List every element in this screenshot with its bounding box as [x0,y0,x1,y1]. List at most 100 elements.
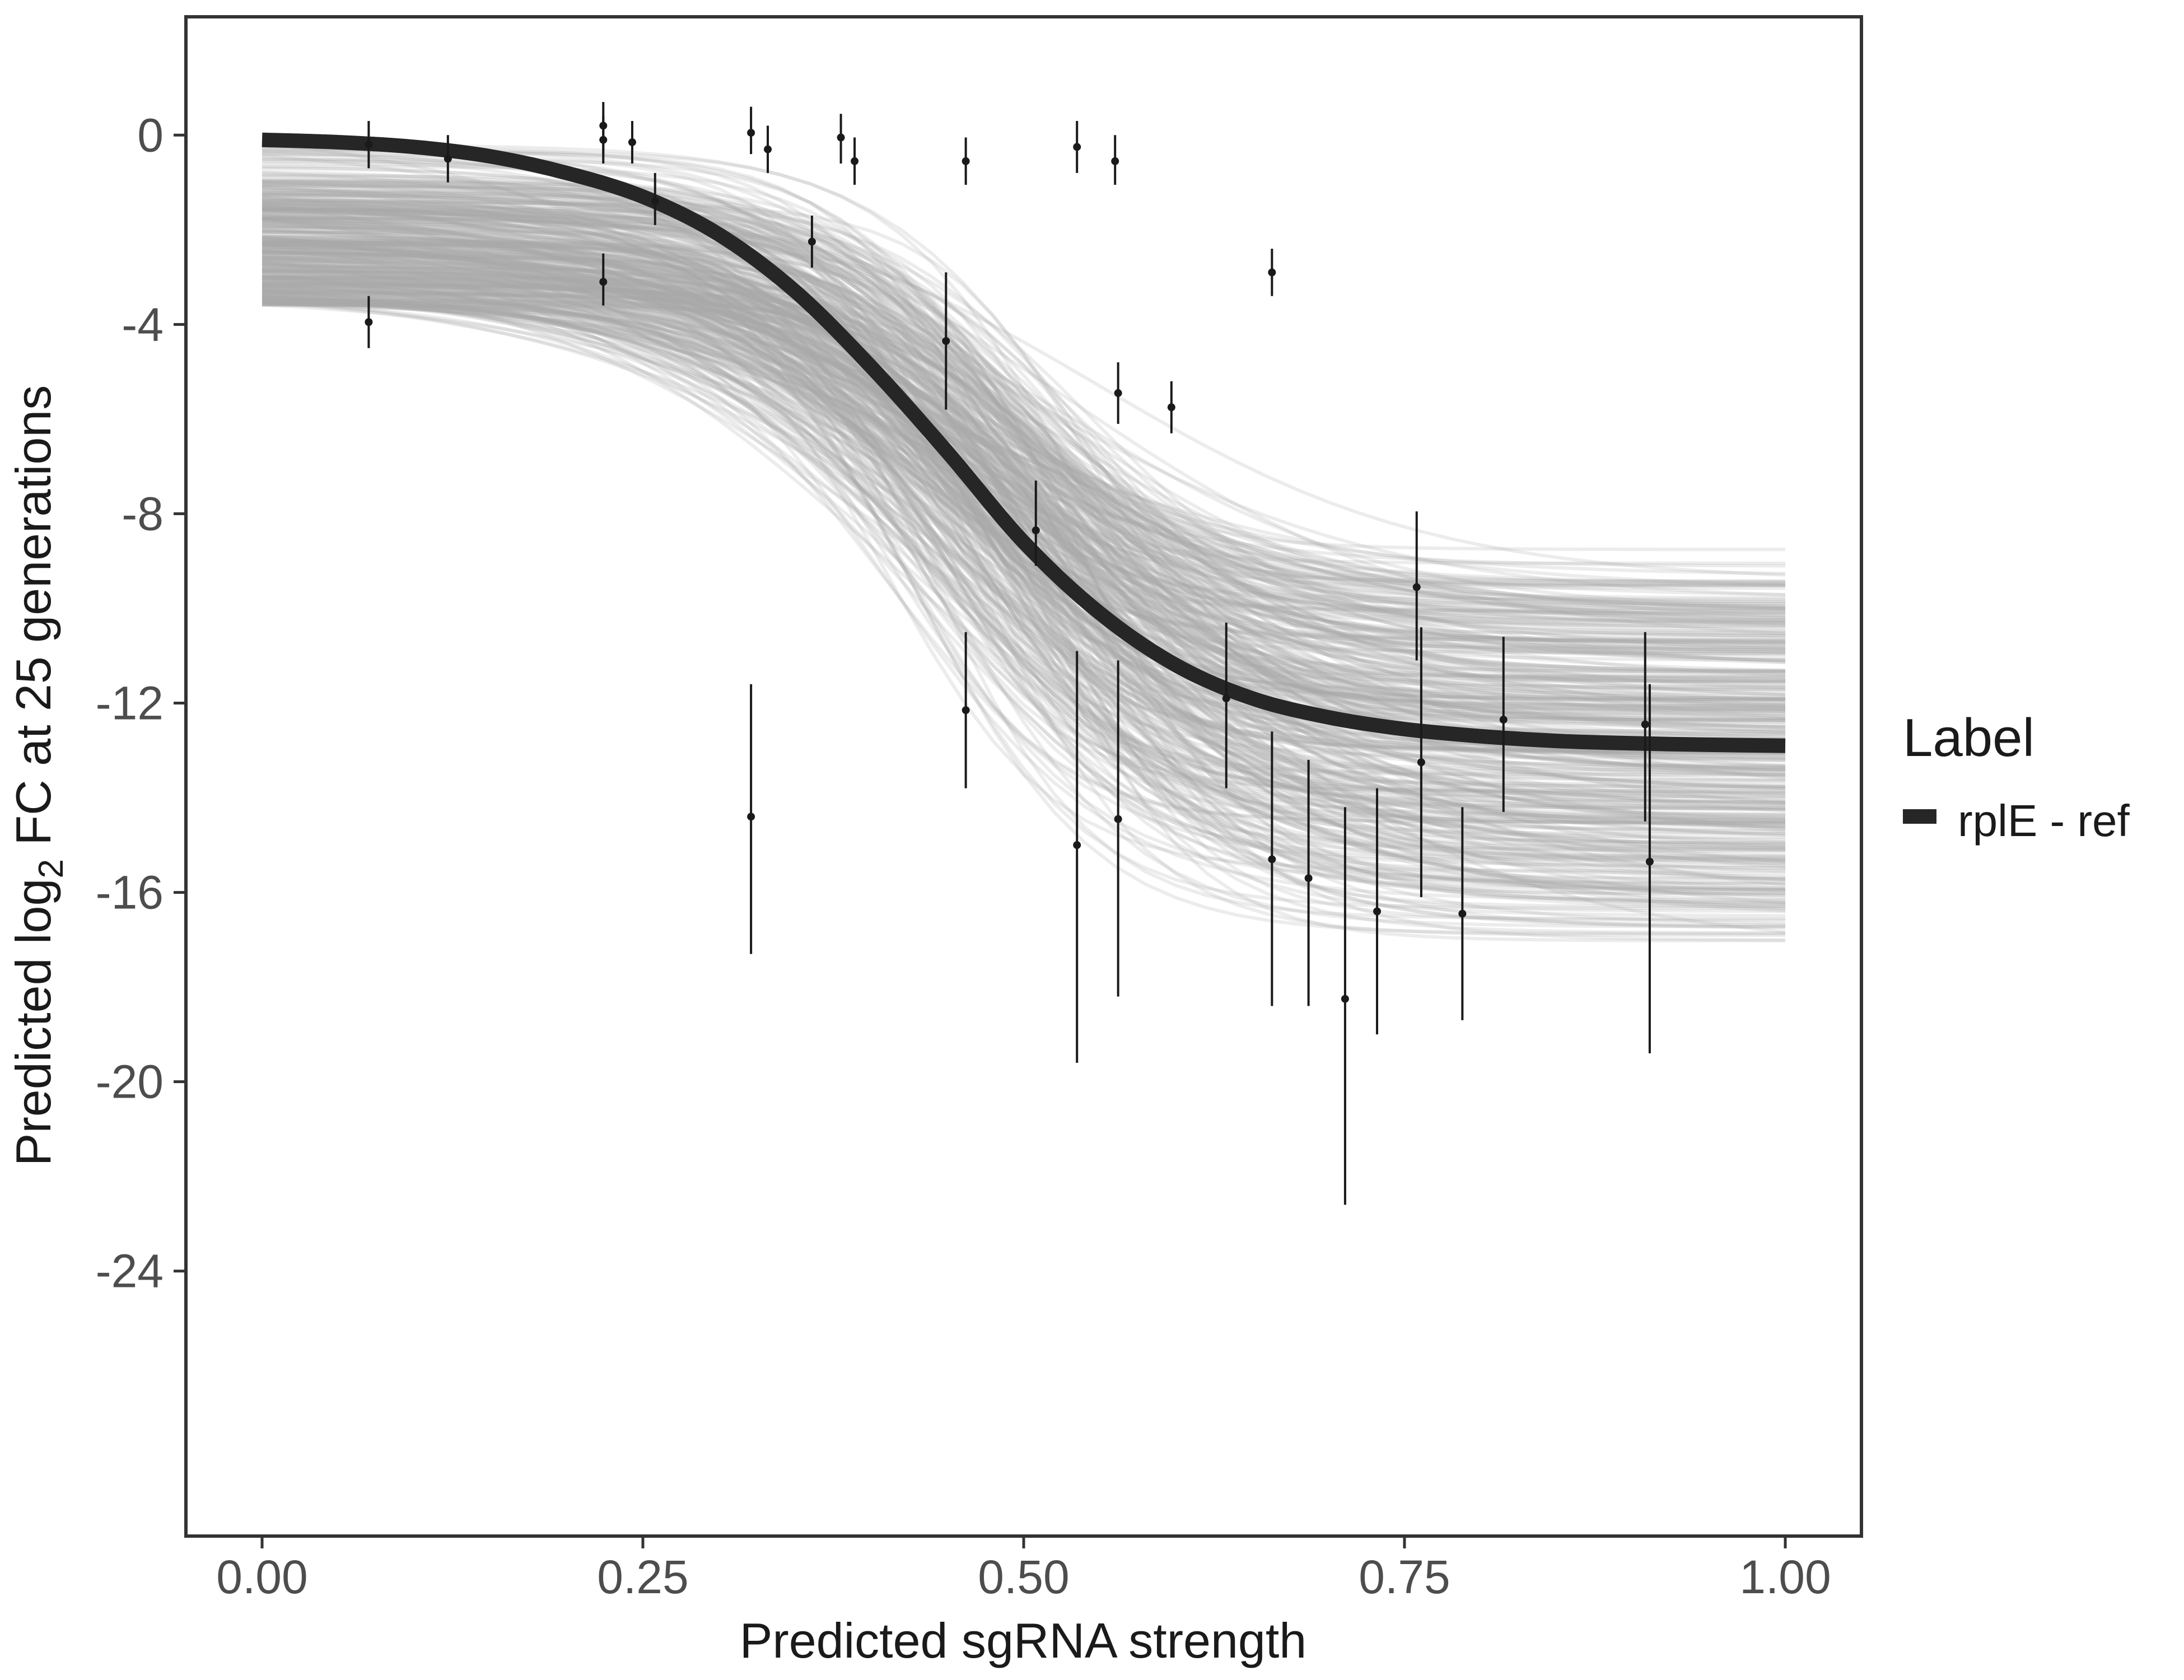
posterior-draw-line [262,218,1786,918]
posterior-draw-line [262,260,1786,636]
posterior-draw-line [262,250,1786,763]
posterior-draw-line [262,196,1786,719]
posterior-draw-line [262,204,1786,692]
posterior-draw-line [262,192,1786,736]
posterior-draw-line [262,278,1786,651]
posterior-draw-line [262,259,1786,650]
posterior-draw-line [262,250,1786,620]
posterior-draw-line [262,295,1786,820]
posterior-draw-line [262,204,1786,797]
posterior-draw-line [262,269,1785,679]
posterior-draw-line [262,195,1786,790]
posterior-draw-line [262,258,1786,760]
posterior-draw-line [262,287,1786,684]
posterior-draw-line [262,236,1786,710]
posterior-draw-line [262,295,1786,622]
posterior-draw-line [262,292,1786,904]
posterior-draw-line [262,297,1786,729]
posterior-draw-line [262,240,1785,586]
data-point [599,278,608,286]
posterior-draw-line [262,281,1786,627]
posterior-draw-line [262,267,1786,684]
data-point [1222,694,1230,703]
posterior-draw-line [262,283,1786,708]
posterior-draw-line [262,265,1785,881]
posterior-draw-line [262,259,1786,858]
posterior-draw-line [262,277,1785,584]
posterior-draw-line [262,182,1786,608]
posterior-draw-line [262,297,1786,847]
posterior-draw-line [262,283,1786,906]
posterior-draw-line [262,263,1786,803]
posterior-draw-line [262,206,1786,879]
posterior-draw-line [262,217,1786,824]
posterior-draw-line [262,291,1785,850]
data-point [628,138,636,146]
posterior-draw-line [262,241,1786,649]
posterior-draw-line [262,242,1786,873]
posterior-draw-line [262,258,1786,584]
posterior-draw-line [262,272,1786,807]
posterior-draw-line [262,165,1786,825]
posterior-draw-line [262,230,1786,895]
posterior-draw-line [262,186,1786,708]
posterior-draw-line [262,253,1785,754]
posterior-draw-line [262,189,1785,692]
posterior-draw-line [262,207,1785,696]
posterior-draw-line [262,258,1785,799]
data-point [1417,758,1425,767]
posterior-draw-line [262,246,1786,892]
posterior-draw-line [262,291,1786,610]
posterior-draw-line [262,284,1786,882]
posterior-draw-line [262,301,1786,836]
posterior-draw-line [262,270,1785,641]
posterior-draw-line [262,181,1786,755]
posterior-draw-line [262,185,1785,683]
posterior-draw-line [262,302,1785,753]
posterior-draw-line [262,148,1786,822]
posterior-draw-line [262,275,1786,869]
posterior-draw-line [262,255,1785,852]
posterior-draw-line [262,285,1786,825]
posterior-draw-line [262,183,1785,816]
posterior-draw-line [262,268,1786,604]
data-point [651,197,659,206]
data-point [1073,841,1081,850]
posterior-draw-line [262,270,1785,910]
posterior-draw-line [262,170,1786,755]
posterior-draw-line [262,242,1786,698]
fit-curve-layer [262,132,1786,753]
posterior-draw-line [262,275,1786,829]
posterior-draw-line [262,256,1785,689]
posterior-draw-line [262,207,1786,790]
posterior-draw-line [262,276,1786,864]
posterior-draw-line [262,241,1786,887]
posterior-draw-line [262,188,1786,577]
posterior-draw-line [262,301,1786,862]
posterior-draw-line [262,200,1786,714]
posterior-draw-line [262,206,1786,762]
posterior-draw-line [262,171,1786,597]
posterior-draw-line [262,288,1786,890]
posterior-draw-line [262,302,1786,928]
posterior-draw-line [262,245,1786,688]
posterior-draw-line [262,189,1786,624]
data-point [1412,583,1421,591]
posterior-draw-line [262,184,1786,846]
posterior-draw-line [262,221,1786,673]
posterior-draw-line [262,291,1786,585]
posterior-draw-line [262,194,1786,674]
posterior-draw-line [262,293,1786,861]
posterior-draw-line [262,174,1785,808]
posterior-draw-line [262,265,1785,824]
posterior-draw-line [262,213,1786,677]
posterior-draw-line [262,183,1786,710]
posterior-draw-line [262,260,1786,881]
posterior-draw-line [262,194,1785,601]
posterior-draw-line [262,149,1786,636]
posterior-draw-line [262,221,1786,768]
posterior-draw-line [262,221,1785,776]
posterior-draw-line [262,236,1786,778]
posterior-draw-line [262,300,1786,892]
